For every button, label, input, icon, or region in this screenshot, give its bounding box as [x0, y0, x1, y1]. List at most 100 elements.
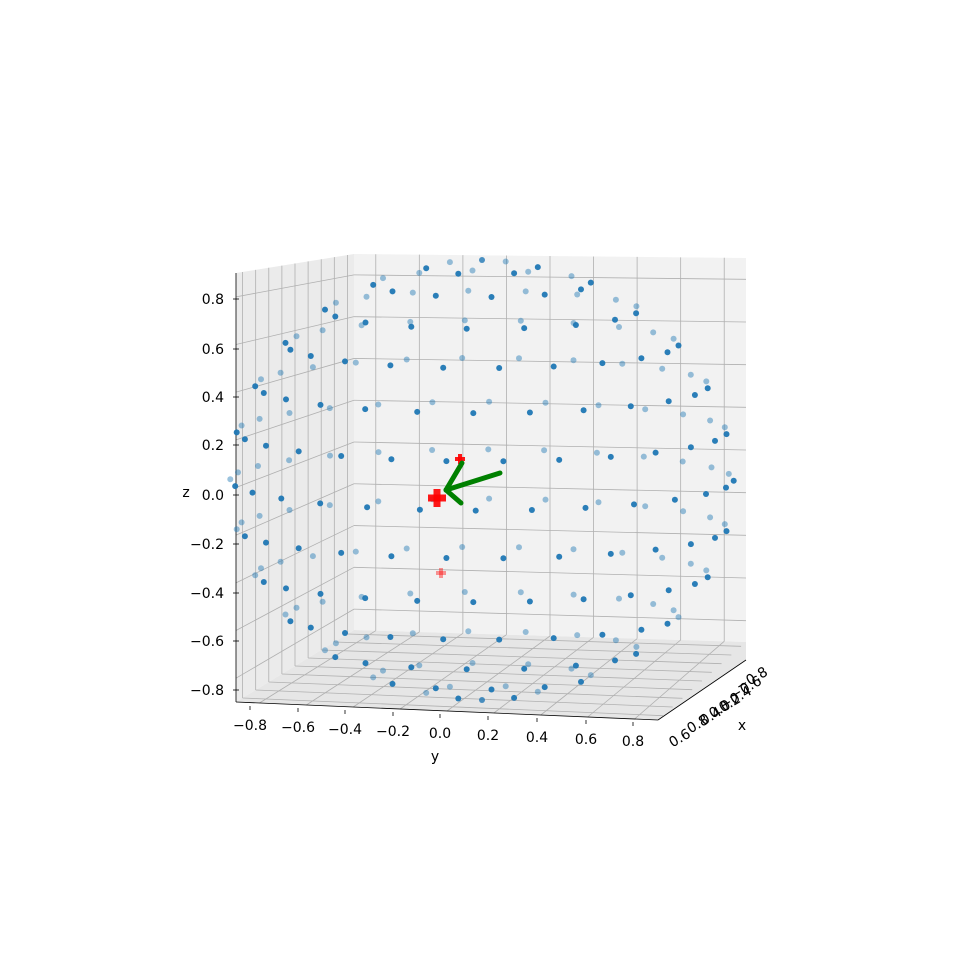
sphere-point — [227, 476, 234, 483]
sphere-point — [687, 371, 694, 378]
y-tick-label: 0.4 — [526, 730, 548, 746]
arrow-head — [443, 460, 465, 493]
sphere-point — [485, 446, 492, 453]
z-tick-label: −0.4 — [190, 586, 224, 602]
sphere-point — [670, 607, 677, 614]
sphere-point — [286, 457, 293, 464]
sphere-point — [659, 554, 666, 561]
sphere-point — [287, 618, 294, 625]
sphere-point — [542, 399, 549, 406]
sphere-point — [263, 539, 269, 546]
sphere-point — [380, 275, 386, 282]
sphere-point — [572, 662, 579, 669]
sphere-point — [627, 403, 634, 410]
sphere-point — [574, 291, 581, 298]
sphere-point — [283, 585, 289, 592]
y-tick-label: −0.4 — [328, 722, 362, 738]
sphere-point — [570, 591, 577, 598]
sphere-point — [723, 484, 729, 491]
sphere-point — [704, 574, 711, 581]
sphere-point — [461, 589, 468, 595]
sphere-point — [389, 680, 396, 687]
sphere-point — [375, 498, 382, 505]
sphere-point — [525, 268, 532, 275]
sphere-point — [363, 293, 370, 300]
sphere-point — [612, 296, 619, 303]
sphere-point — [432, 292, 439, 299]
sphere-point — [403, 356, 410, 363]
sphere-point — [332, 640, 339, 647]
sphere-point — [650, 329, 657, 336]
sphere-point — [317, 500, 324, 507]
sphere-point — [704, 385, 711, 392]
sphere-point — [642, 503, 649, 510]
y-tick-label: −0.2 — [376, 724, 410, 740]
floor-grid-x — [294, 665, 703, 682]
sphere-point — [342, 630, 348, 636]
z-tick-label: 0.4 — [202, 390, 224, 406]
sphere-point — [293, 604, 300, 611]
sphere-point — [691, 392, 698, 398]
sphere-point — [633, 303, 640, 310]
sphere-point — [472, 507, 479, 514]
sphere-point — [556, 456, 563, 463]
sphere-point — [675, 614, 682, 621]
sphere-point — [528, 507, 535, 513]
sphere-point — [252, 572, 259, 579]
sphere-point — [241, 436, 248, 443]
sphere-point — [387, 362, 394, 369]
sphere-point — [319, 598, 326, 605]
sphere-point — [277, 369, 284, 376]
sphere-point — [235, 469, 241, 476]
y-tick-label: 0.8 — [622, 734, 644, 750]
sphere-point — [282, 339, 289, 346]
sphere-point — [232, 483, 239, 490]
sphere-point — [582, 504, 589, 511]
sphere-point — [511, 694, 518, 701]
sphere-point — [723, 431, 730, 438]
sphere-point — [407, 590, 414, 597]
y-tick-label: 0.0 — [429, 726, 451, 742]
sphere-point — [446, 683, 453, 690]
sphere-point — [342, 358, 348, 365]
sphere-point — [465, 628, 472, 635]
back-grid-horizontal — [353, 316, 747, 323]
sphere-point — [409, 289, 416, 296]
back-grid-horizontal — [353, 358, 747, 366]
sphere-point — [414, 408, 421, 415]
sphere-point — [638, 626, 645, 633]
sphere-point — [616, 324, 622, 330]
sphere-point — [691, 581, 698, 587]
sphere-point — [317, 401, 324, 408]
sphere-point — [568, 665, 575, 672]
sphere-point — [317, 590, 324, 597]
sphere-point — [587, 279, 594, 286]
sphere-point — [338, 453, 345, 459]
sphere-point — [327, 452, 333, 459]
sphere-point — [432, 685, 439, 692]
axes-grid — [235, 254, 747, 721]
sphere-point — [455, 695, 462, 702]
sphere-point — [500, 555, 507, 562]
back-grid-horizontal — [353, 399, 747, 408]
sphere-point — [541, 447, 548, 454]
sphere-point — [429, 447, 436, 453]
sphere-point — [517, 317, 524, 324]
floor-grid-x — [281, 673, 693, 691]
sphere-point — [679, 458, 686, 465]
sphere-point — [712, 534, 718, 541]
sphere-point — [570, 546, 577, 553]
sphere-point — [486, 398, 493, 405]
sphere-point — [408, 664, 415, 671]
sphere-point — [607, 550, 614, 557]
sphere-point — [627, 592, 634, 599]
sphere-point — [522, 288, 529, 295]
sphere-point — [526, 409, 533, 416]
sphere-point — [665, 398, 672, 405]
sphere-point — [541, 291, 548, 298]
sphere-point — [721, 521, 728, 528]
sphere-point — [612, 637, 619, 644]
sphere-point — [680, 508, 687, 515]
sphere-point — [619, 360, 626, 367]
sphere-point — [469, 660, 476, 666]
